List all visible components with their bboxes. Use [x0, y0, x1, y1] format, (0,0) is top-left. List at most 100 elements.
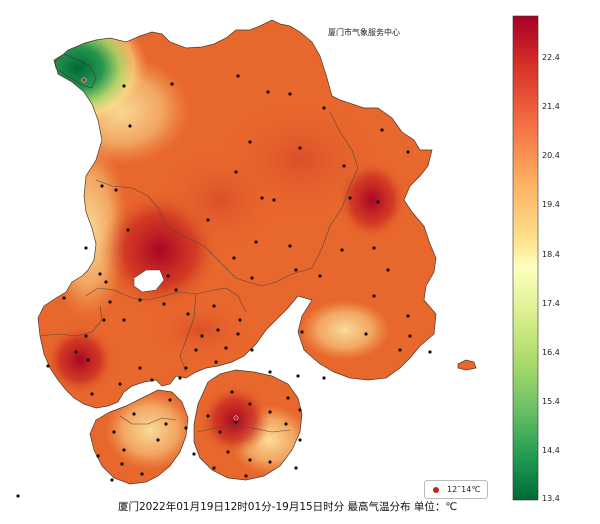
station-dot — [122, 84, 126, 88]
colorbar-tick: 17.4 — [542, 299, 560, 308]
station-dot — [216, 328, 220, 332]
station-dot — [234, 420, 238, 424]
station-dot — [200, 334, 204, 338]
station-dot — [168, 398, 172, 402]
station-dot — [254, 240, 258, 244]
station-dot — [294, 466, 298, 470]
station-dot — [296, 374, 300, 378]
station-dot — [408, 334, 412, 338]
station-dot — [298, 408, 302, 412]
station-dot — [150, 378, 154, 382]
colorbar-tick: 15.4 — [542, 397, 560, 406]
colorbar-tick: 18.4 — [542, 250, 560, 259]
station-dot — [250, 348, 254, 352]
station-dot — [218, 430, 222, 434]
station-dot — [372, 294, 376, 298]
station-dot — [260, 196, 264, 200]
station-dot — [164, 422, 168, 426]
cool-zone-south — [105, 390, 195, 470]
station-dot — [118, 382, 122, 386]
station-dot — [300, 330, 304, 334]
station-dot — [170, 82, 174, 86]
station-dot — [194, 348, 198, 352]
station-dot — [212, 304, 216, 308]
station-dot — [178, 376, 182, 380]
map-legend: 12˜14℃ — [424, 480, 488, 499]
station-dot — [248, 458, 252, 462]
station-dot — [100, 184, 104, 188]
station-dot — [284, 422, 288, 426]
colorbar — [512, 15, 539, 501]
station-dot — [46, 364, 50, 368]
station-dot — [398, 348, 402, 352]
station-dot — [376, 200, 380, 204]
station-dot — [206, 218, 210, 222]
station-dot — [62, 296, 66, 300]
station-dot — [140, 472, 144, 476]
station-dot — [248, 402, 252, 406]
station-dot — [268, 460, 272, 464]
station-dot — [90, 392, 94, 396]
station-dot — [348, 196, 352, 200]
station-dot — [108, 300, 112, 304]
station-dot — [156, 438, 160, 442]
station-dot — [162, 302, 166, 306]
station-dot — [184, 366, 188, 370]
station-dot — [248, 140, 252, 144]
colorbar-tick: 22.4 — [542, 53, 560, 62]
station-dot — [166, 274, 170, 278]
station-dot — [238, 318, 242, 322]
station-dot — [226, 450, 230, 454]
station-dot — [294, 268, 298, 272]
station-dot — [120, 462, 124, 466]
station-dot — [110, 478, 114, 482]
station-dot — [224, 346, 228, 350]
station-dot — [322, 106, 326, 110]
station-dot — [236, 332, 240, 336]
station-dot — [406, 150, 410, 154]
station-dot — [138, 366, 142, 370]
station-dot — [104, 280, 108, 284]
colorbar-tick: 14.4 — [542, 446, 560, 455]
station-dot — [122, 318, 126, 322]
station-dot-cold — [233, 415, 239, 421]
station-dot — [342, 164, 346, 168]
station-dot — [234, 170, 238, 174]
station-markers — [16, 74, 432, 498]
station-dot — [192, 452, 196, 456]
agency-name: 厦门市气象服务中心 — [328, 28, 400, 37]
station-dot — [206, 414, 210, 418]
hot-zone-mid — [160, 150, 280, 250]
station-dot — [16, 494, 20, 498]
station-dot — [286, 396, 290, 400]
station-dot — [112, 430, 116, 434]
station-dot — [244, 474, 248, 478]
legend-label: 12˜14℃ — [447, 485, 481, 494]
station-dot — [114, 188, 118, 192]
station-dot — [122, 448, 126, 452]
station-dot — [298, 146, 302, 150]
hot-zone-south-coast — [150, 300, 250, 360]
station-dot — [268, 370, 272, 374]
station-dot — [212, 466, 216, 470]
station-dot — [74, 350, 78, 354]
map-caption: 厦门2022年01月19日12时01分-19月15日时分 最高气温分布 单位：℃ — [118, 501, 458, 513]
station-dot — [268, 410, 272, 414]
colorbar-tick: 20.4 — [542, 151, 560, 160]
station-dot — [186, 312, 190, 316]
station-dot — [266, 90, 270, 94]
station-dot — [406, 314, 410, 318]
station-dot — [84, 246, 88, 250]
station-dot — [86, 358, 90, 362]
station-dot — [340, 248, 344, 252]
station-dot — [84, 334, 88, 338]
lake — [133, 269, 165, 293]
colorbar-tick: 13.4 — [542, 494, 560, 503]
station-dot — [126, 228, 130, 232]
colorbar-tick: 21.4 — [542, 102, 560, 111]
station-dot — [174, 288, 178, 292]
colorbar-tick: 16.4 — [542, 348, 560, 357]
station-dot — [232, 256, 236, 260]
station-dot — [236, 74, 240, 78]
